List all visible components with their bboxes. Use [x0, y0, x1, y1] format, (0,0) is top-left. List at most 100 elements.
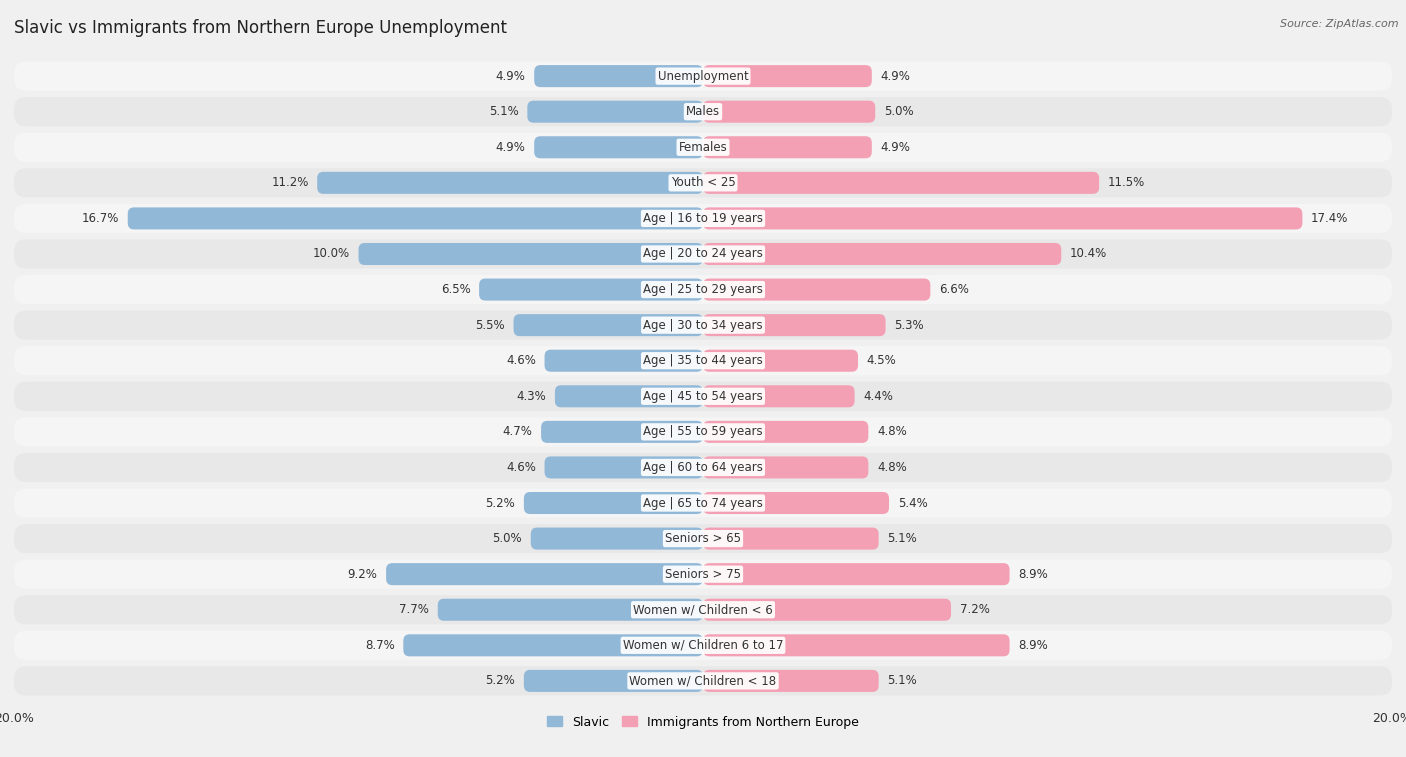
- Text: Women w/ Children < 6: Women w/ Children < 6: [633, 603, 773, 616]
- Text: Seniors > 75: Seniors > 75: [665, 568, 741, 581]
- Text: 17.4%: 17.4%: [1310, 212, 1348, 225]
- Text: Age | 60 to 64 years: Age | 60 to 64 years: [643, 461, 763, 474]
- FancyBboxPatch shape: [14, 275, 1392, 304]
- FancyBboxPatch shape: [703, 492, 889, 514]
- FancyBboxPatch shape: [14, 631, 1392, 660]
- Text: Age | 65 to 74 years: Age | 65 to 74 years: [643, 497, 763, 509]
- Text: 7.2%: 7.2%: [960, 603, 990, 616]
- FancyBboxPatch shape: [524, 670, 703, 692]
- FancyBboxPatch shape: [14, 417, 1392, 447]
- Text: 5.0%: 5.0%: [884, 105, 914, 118]
- FancyBboxPatch shape: [14, 666, 1392, 696]
- Text: 4.9%: 4.9%: [496, 70, 526, 83]
- FancyBboxPatch shape: [14, 204, 1392, 233]
- FancyBboxPatch shape: [703, 136, 872, 158]
- Text: 10.0%: 10.0%: [312, 248, 350, 260]
- FancyBboxPatch shape: [703, 243, 1062, 265]
- Text: 4.4%: 4.4%: [863, 390, 893, 403]
- Text: 4.7%: 4.7%: [502, 425, 533, 438]
- Text: 4.8%: 4.8%: [877, 425, 907, 438]
- Text: 5.4%: 5.4%: [897, 497, 928, 509]
- Text: 4.6%: 4.6%: [506, 354, 536, 367]
- Text: Women w/ Children 6 to 17: Women w/ Children 6 to 17: [623, 639, 783, 652]
- Text: 4.8%: 4.8%: [877, 461, 907, 474]
- FancyBboxPatch shape: [531, 528, 703, 550]
- Text: 5.0%: 5.0%: [492, 532, 522, 545]
- FancyBboxPatch shape: [703, 101, 875, 123]
- Text: 4.9%: 4.9%: [880, 70, 910, 83]
- Text: 7.7%: 7.7%: [399, 603, 429, 616]
- FancyBboxPatch shape: [14, 595, 1392, 625]
- FancyBboxPatch shape: [527, 101, 703, 123]
- Text: Source: ZipAtlas.com: Source: ZipAtlas.com: [1281, 19, 1399, 29]
- FancyBboxPatch shape: [14, 61, 1392, 91]
- Text: Youth < 25: Youth < 25: [671, 176, 735, 189]
- FancyBboxPatch shape: [703, 279, 931, 301]
- FancyBboxPatch shape: [318, 172, 703, 194]
- Text: 6.6%: 6.6%: [939, 283, 969, 296]
- Text: Slavic vs Immigrants from Northern Europe Unemployment: Slavic vs Immigrants from Northern Europ…: [14, 19, 508, 37]
- Text: Females: Females: [679, 141, 727, 154]
- Text: Males: Males: [686, 105, 720, 118]
- FancyBboxPatch shape: [703, 599, 950, 621]
- FancyBboxPatch shape: [703, 528, 879, 550]
- FancyBboxPatch shape: [387, 563, 703, 585]
- FancyBboxPatch shape: [534, 136, 703, 158]
- Text: 6.5%: 6.5%: [440, 283, 471, 296]
- FancyBboxPatch shape: [14, 239, 1392, 269]
- FancyBboxPatch shape: [541, 421, 703, 443]
- FancyBboxPatch shape: [14, 132, 1392, 162]
- FancyBboxPatch shape: [555, 385, 703, 407]
- FancyBboxPatch shape: [404, 634, 703, 656]
- FancyBboxPatch shape: [524, 492, 703, 514]
- FancyBboxPatch shape: [437, 599, 703, 621]
- Text: 8.9%: 8.9%: [1018, 568, 1047, 581]
- FancyBboxPatch shape: [703, 207, 1302, 229]
- FancyBboxPatch shape: [534, 65, 703, 87]
- FancyBboxPatch shape: [703, 634, 1010, 656]
- Text: 11.2%: 11.2%: [271, 176, 308, 189]
- Text: 11.5%: 11.5%: [1108, 176, 1144, 189]
- FancyBboxPatch shape: [14, 382, 1392, 411]
- Text: Women w/ Children < 18: Women w/ Children < 18: [630, 674, 776, 687]
- Text: 4.3%: 4.3%: [516, 390, 547, 403]
- Text: Unemployment: Unemployment: [658, 70, 748, 83]
- Text: 4.5%: 4.5%: [866, 354, 897, 367]
- Text: 4.6%: 4.6%: [506, 461, 536, 474]
- Text: 4.9%: 4.9%: [496, 141, 526, 154]
- Text: 16.7%: 16.7%: [82, 212, 120, 225]
- Text: Seniors > 65: Seniors > 65: [665, 532, 741, 545]
- Text: 5.1%: 5.1%: [887, 532, 917, 545]
- Legend: Slavic, Immigrants from Northern Europe: Slavic, Immigrants from Northern Europe: [543, 711, 863, 734]
- FancyBboxPatch shape: [703, 670, 879, 692]
- FancyBboxPatch shape: [544, 350, 703, 372]
- FancyBboxPatch shape: [703, 385, 855, 407]
- FancyBboxPatch shape: [14, 559, 1392, 589]
- FancyBboxPatch shape: [14, 453, 1392, 482]
- FancyBboxPatch shape: [703, 172, 1099, 194]
- Text: Age | 25 to 29 years: Age | 25 to 29 years: [643, 283, 763, 296]
- Text: Age | 20 to 24 years: Age | 20 to 24 years: [643, 248, 763, 260]
- Text: 5.3%: 5.3%: [894, 319, 924, 332]
- FancyBboxPatch shape: [703, 421, 869, 443]
- Text: Age | 35 to 44 years: Age | 35 to 44 years: [643, 354, 763, 367]
- FancyBboxPatch shape: [14, 97, 1392, 126]
- FancyBboxPatch shape: [14, 524, 1392, 553]
- Text: Age | 45 to 54 years: Age | 45 to 54 years: [643, 390, 763, 403]
- FancyBboxPatch shape: [703, 350, 858, 372]
- Text: 5.2%: 5.2%: [485, 497, 515, 509]
- FancyBboxPatch shape: [703, 563, 1010, 585]
- FancyBboxPatch shape: [14, 346, 1392, 375]
- Text: 5.5%: 5.5%: [475, 319, 505, 332]
- Text: 8.7%: 8.7%: [366, 639, 395, 652]
- Text: 5.2%: 5.2%: [485, 674, 515, 687]
- Text: 4.9%: 4.9%: [880, 141, 910, 154]
- FancyBboxPatch shape: [14, 488, 1392, 518]
- FancyBboxPatch shape: [14, 168, 1392, 198]
- Text: 8.9%: 8.9%: [1018, 639, 1047, 652]
- Text: Age | 55 to 59 years: Age | 55 to 59 years: [643, 425, 763, 438]
- FancyBboxPatch shape: [513, 314, 703, 336]
- FancyBboxPatch shape: [359, 243, 703, 265]
- FancyBboxPatch shape: [479, 279, 703, 301]
- Text: Age | 30 to 34 years: Age | 30 to 34 years: [643, 319, 763, 332]
